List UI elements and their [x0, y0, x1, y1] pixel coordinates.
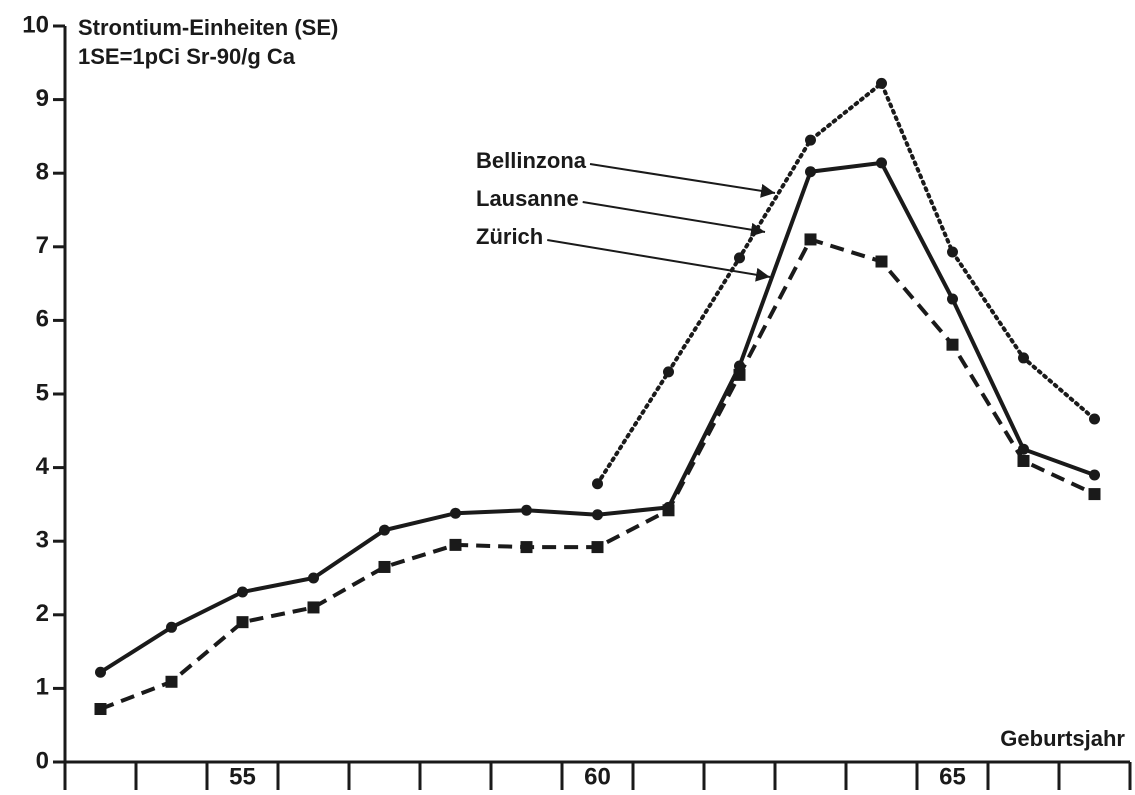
point — [521, 504, 532, 516]
legend-arrow — [547, 239, 771, 282]
point — [379, 524, 390, 536]
point — [449, 538, 462, 551]
point — [592, 478, 603, 490]
point — [805, 134, 816, 146]
point — [875, 255, 888, 268]
legend-arrow — [582, 201, 766, 237]
point — [1089, 413, 1100, 425]
y-tick-label: 9 — [36, 85, 49, 112]
point — [591, 541, 604, 554]
chart-subtitle: 1SE=1pCi Sr-90/g Ca — [78, 44, 296, 69]
y-tick-label: 4 — [36, 453, 50, 480]
point — [947, 293, 958, 305]
point — [236, 616, 249, 629]
point — [805, 166, 816, 178]
legend-arrow — [589, 163, 776, 198]
y-tick-label: 3 — [36, 527, 49, 554]
point — [237, 586, 248, 598]
x-tick-label: 55 — [229, 763, 256, 790]
y-tick-label: 2 — [36, 600, 49, 627]
point — [95, 666, 106, 678]
point — [662, 504, 675, 517]
y-tick-label: 5 — [36, 379, 49, 406]
point — [1088, 488, 1101, 501]
y-tick-label: 0 — [36, 747, 49, 774]
series-line — [99, 237, 1096, 711]
x-axis-label: Geburtsjahr — [1000, 726, 1125, 751]
point — [166, 621, 177, 633]
point — [1017, 454, 1030, 467]
legend-label: Bellinzona — [476, 148, 587, 173]
point — [663, 366, 674, 378]
point — [94, 703, 107, 716]
point — [307, 601, 320, 614]
legend-label: Lausanne — [476, 186, 579, 211]
point — [1089, 469, 1100, 481]
point — [592, 509, 603, 521]
point — [947, 246, 958, 258]
legend-label: Zürich — [476, 224, 543, 249]
y-tick-label: 7 — [36, 232, 49, 259]
y-tick-label: 10 — [22, 11, 49, 38]
point — [1018, 352, 1029, 364]
x-tick-label: 60 — [584, 763, 611, 790]
point — [876, 157, 887, 169]
series-line — [595, 80, 1097, 486]
point — [804, 233, 817, 246]
series-line — [99, 160, 1096, 674]
point — [165, 675, 178, 688]
y-tick-label: 6 — [36, 306, 49, 333]
point — [876, 77, 887, 89]
point — [1018, 443, 1029, 455]
point — [308, 572, 319, 584]
chart-title: Strontium-Einheiten (SE) — [78, 15, 338, 40]
y-tick-label: 1 — [36, 674, 49, 701]
point — [734, 252, 745, 264]
point — [520, 541, 533, 554]
point — [450, 507, 461, 519]
y-tick-label: 8 — [36, 159, 49, 186]
x-tick-label: 65 — [939, 763, 966, 790]
point — [378, 560, 391, 573]
point — [733, 368, 746, 381]
point — [946, 338, 959, 351]
